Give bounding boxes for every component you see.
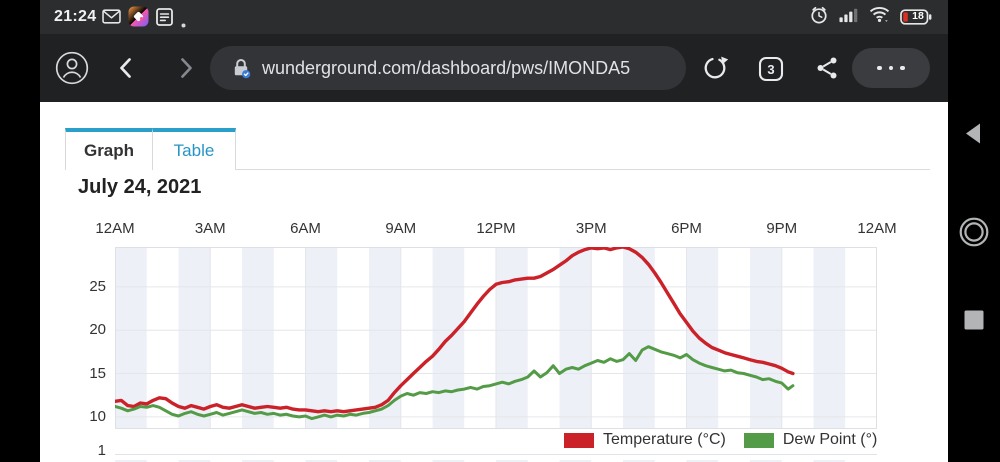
x-axis-label: 3AM: [194, 220, 226, 237]
nav-recents-button[interactable]: [964, 310, 984, 333]
notes-icon: [156, 8, 173, 31]
forward-button[interactable]: [172, 54, 200, 82]
web-page: Graph Table July 24, 2021 12AM 3AM 6AM 9AM 1…: [40, 102, 948, 462]
tab-graph-label: Graph: [83, 141, 135, 160]
legend-item-temperature[interactable]: Temperature (°C): [564, 431, 726, 449]
nav-back-button[interactable]: [963, 122, 985, 148]
next-panel-plot-sliver: [115, 454, 877, 462]
x-axis-label: 12AM: [857, 220, 897, 237]
nav-home-button[interactable]: [958, 216, 990, 251]
battery-icon: 18: [900, 9, 932, 25]
refresh-button[interactable]: [700, 53, 730, 83]
x-axis-label: 9PM: [766, 220, 798, 237]
x-axis-label: 12AM: [95, 220, 135, 237]
gallery-icon: [128, 6, 149, 32]
more-menu-button[interactable]: [852, 48, 930, 88]
temperature-legend-label: Temperature (°C): [603, 431, 726, 448]
url-bar[interactable]: wunderground.com/dashboard/pws/IMONDA5: [210, 46, 686, 90]
chart-date-title: July 24, 2021: [78, 176, 202, 198]
next-panel-axis-tick: 1: [97, 442, 106, 459]
android-nav-bar: [948, 0, 1000, 462]
url-text: wunderground.com/dashboard/pws/IMONDA5: [262, 57, 631, 78]
secure-lock-icon[interactable]: [230, 57, 252, 79]
tab-switcher-button[interactable]: 3: [757, 55, 785, 83]
status-bar: 21:24: [40, 0, 948, 34]
tab-table[interactable]: Table: [152, 128, 236, 170]
legend-item-dew-point[interactable]: Dew Point (°): [743, 431, 878, 449]
chart-legend: Temperature (°C) Dew Point (°): [564, 431, 877, 449]
x-axis-label: 9AM: [385, 220, 417, 237]
dew-point-legend-label: Dew Point (°): [782, 431, 878, 448]
chart-plot-area[interactable]: [113, 245, 877, 429]
gmail-icon: [102, 8, 121, 30]
tab-graph[interactable]: Graph: [65, 128, 152, 170]
back-button[interactable]: [112, 54, 140, 82]
more-notifications-dot: [181, 15, 186, 33]
y-axis-label: 20: [89, 321, 106, 339]
y-axis-label: 15: [89, 364, 106, 382]
x-axis-label: 12PM: [476, 220, 516, 237]
tab-count-text: 3: [767, 62, 774, 77]
wifi-icon: [869, 5, 890, 29]
browser-toolbar: wunderground.com/dashboard/pws/IMONDA5 3: [40, 34, 948, 102]
share-button[interactable]: [812, 53, 842, 83]
y-axis-label: 25: [89, 277, 106, 295]
temperature-swatch: [564, 432, 594, 448]
clock-text: 21:24: [54, 8, 97, 25]
alarm-icon: [809, 5, 829, 30]
tab-table-label: Table: [173, 141, 215, 160]
x-axis-label: 6PM: [671, 220, 702, 237]
status-right-cluster: 18: [809, 0, 932, 34]
battery-percent-text: 18: [912, 10, 924, 22]
tab-row-divider: [235, 169, 930, 170]
cell-signal-icon: [839, 6, 859, 28]
x-axis-label: 6AM: [290, 220, 321, 237]
account-button[interactable]: [54, 50, 90, 86]
y-axis-label: 10: [89, 407, 106, 425]
view-tabs: Graph Table: [65, 128, 236, 170]
x-axis-label: 3PM: [575, 220, 607, 237]
dew-point-swatch: [743, 432, 774, 448]
